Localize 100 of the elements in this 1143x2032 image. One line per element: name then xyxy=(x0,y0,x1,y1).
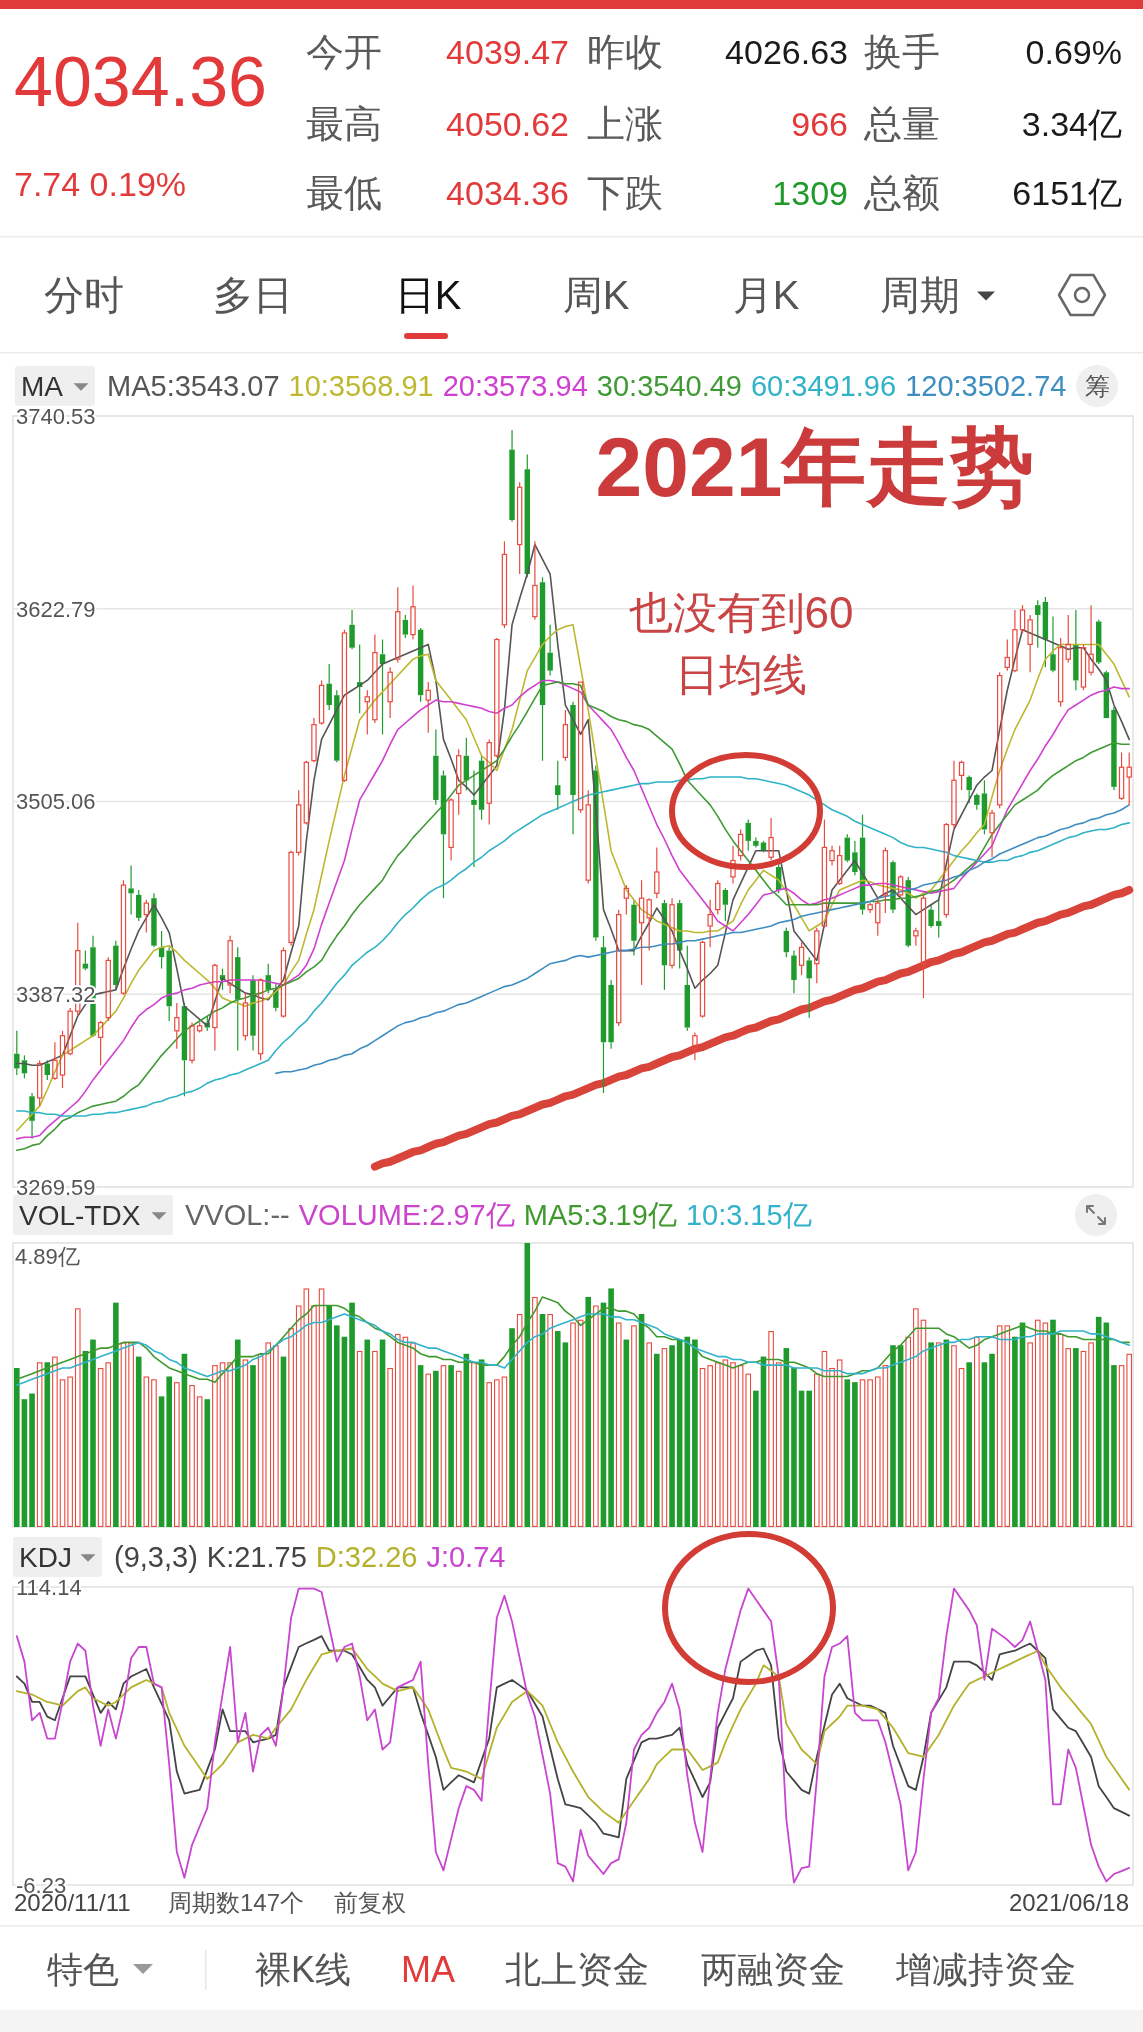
bar xyxy=(311,1305,317,1527)
bar xyxy=(1111,1365,1117,1527)
bar xyxy=(1095,1316,1102,1527)
text: 20:3573.94 xyxy=(442,370,588,402)
y-tick-label: 3740.53 xyxy=(16,403,96,429)
bar xyxy=(966,1362,972,1527)
text: 昨收 xyxy=(587,31,663,73)
text: (9,3,3) xyxy=(114,1541,198,1573)
candlestick xyxy=(372,634,378,724)
candlestick xyxy=(791,949,797,994)
bar xyxy=(905,1336,912,1527)
candlestick xyxy=(189,1022,195,1065)
bar xyxy=(1126,1353,1132,1527)
text: 总量 xyxy=(863,103,940,145)
candlestick xyxy=(128,864,134,916)
bar xyxy=(387,1367,393,1527)
bar xyxy=(859,1379,866,1527)
bar xyxy=(852,1382,858,1527)
text: 周期数147个 xyxy=(168,1889,305,1916)
bar xyxy=(1012,1336,1018,1527)
candlestick xyxy=(1088,604,1094,677)
bar xyxy=(935,1342,942,1527)
text: 4050.62 xyxy=(446,105,569,143)
bar xyxy=(440,1365,447,1527)
text: 月K xyxy=(732,273,800,317)
candlestick xyxy=(1050,616,1056,673)
y-tick-label: 3622.79 xyxy=(16,596,96,622)
bar xyxy=(775,1362,782,1527)
bar xyxy=(326,1305,332,1527)
bar xyxy=(494,1379,500,1527)
text: 前复权 xyxy=(334,1889,406,1916)
text: 4026.63 xyxy=(725,33,848,71)
bar xyxy=(212,1365,218,1527)
line-series xyxy=(16,776,1130,1117)
candlestick xyxy=(608,979,614,1050)
text: VOL-TDX xyxy=(19,1200,141,1231)
candlestick xyxy=(67,1007,73,1056)
bar xyxy=(951,1345,957,1527)
bar xyxy=(143,1376,150,1527)
bar xyxy=(196,1396,203,1527)
text: 分时 xyxy=(44,273,124,317)
bar xyxy=(36,1362,43,1527)
bar xyxy=(1088,1342,1094,1527)
bar xyxy=(974,1336,980,1527)
bar xyxy=(425,1373,432,1527)
text: 120:3502.74 xyxy=(905,370,1067,402)
text: KDJ xyxy=(19,1542,72,1573)
bar xyxy=(74,1308,81,1527)
text: 换手 xyxy=(864,31,940,73)
bar xyxy=(52,1356,58,1527)
bar xyxy=(1050,1319,1056,1527)
bar xyxy=(829,1367,835,1527)
candlestick xyxy=(509,429,515,523)
bar xyxy=(29,1393,35,1527)
text: 4039.47 xyxy=(446,33,569,71)
bar xyxy=(928,1342,934,1527)
bar xyxy=(14,1367,20,1527)
candlestick xyxy=(707,899,713,948)
text: 总额 xyxy=(863,172,940,214)
bar xyxy=(1118,1365,1125,1527)
bar xyxy=(59,1379,66,1527)
candlestick xyxy=(753,837,759,849)
text: MA xyxy=(401,1949,455,1990)
bar xyxy=(44,1362,51,1527)
bar xyxy=(768,1331,774,1527)
bar xyxy=(730,1362,736,1527)
bar xyxy=(654,1353,660,1527)
text: K:21.75 xyxy=(206,1541,307,1573)
y-tick-label: 3269.59 xyxy=(16,1174,96,1200)
text: 多日 xyxy=(213,273,293,317)
text: 周K xyxy=(562,273,630,317)
bar xyxy=(867,1379,873,1527)
text: 最高 xyxy=(306,103,382,145)
candlestick xyxy=(570,701,576,835)
candlestick xyxy=(692,1031,698,1061)
bar xyxy=(593,1305,599,1527)
bar xyxy=(577,1319,584,1527)
bar xyxy=(250,1365,256,1527)
candlestick xyxy=(1111,706,1117,791)
candlestick xyxy=(547,624,553,677)
text: 增减持资金 xyxy=(895,1949,1076,1990)
bar xyxy=(844,1379,851,1527)
text: MA5:3543.07 xyxy=(107,370,280,402)
candlestick xyxy=(913,927,919,947)
candlestick xyxy=(349,609,355,650)
bar xyxy=(372,1350,378,1527)
text: 10:3.15亿 xyxy=(685,1199,812,1231)
bar xyxy=(234,1339,241,1527)
bar xyxy=(890,1345,896,1527)
text: 3.34亿 xyxy=(1021,105,1122,143)
bar xyxy=(753,1390,759,1527)
candlestick xyxy=(151,892,157,948)
candlestick xyxy=(433,728,439,806)
candlestick xyxy=(638,879,645,986)
y-tick-label: 114.14 xyxy=(16,1574,82,1600)
bar xyxy=(90,1339,96,1527)
bar xyxy=(174,1382,180,1527)
candlestick xyxy=(631,899,637,957)
text: MA xyxy=(21,371,64,402)
bar xyxy=(135,1356,142,1527)
